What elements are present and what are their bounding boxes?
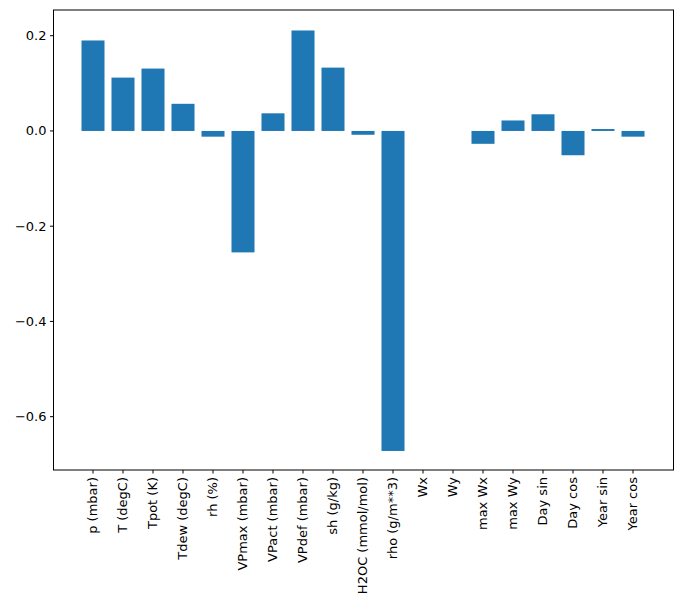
bar — [502, 120, 525, 130]
x-tick-label: Day sin — [535, 477, 550, 525]
bar — [382, 131, 405, 451]
bar — [592, 129, 615, 131]
bar — [322, 68, 345, 131]
x-tick-label: rh (%) — [205, 477, 220, 517]
y-tick-label: 0.2 — [26, 28, 47, 43]
y-tick-label: −0.2 — [15, 219, 47, 234]
x-tick-label: Wx — [415, 477, 430, 498]
x-tick-label: sh (g/kg) — [325, 477, 340, 535]
figure: 0.2 0.0 −0.2 −0.4 −0.6 p (mbar) T (degC) Tpot (… — [0, 0, 683, 616]
x-tick-label: max Wy — [505, 477, 520, 530]
bar — [82, 40, 105, 130]
x-tick-label: max Wx — [475, 477, 490, 530]
bar — [292, 30, 315, 130]
x-tick-label: p (mbar) — [85, 477, 100, 534]
bar — [262, 113, 285, 131]
x-tick-label: rho (g/m**3) — [385, 477, 400, 559]
bar — [112, 78, 135, 131]
bar — [622, 131, 645, 137]
bar — [472, 131, 495, 144]
bar — [562, 131, 585, 155]
x-tick-label: Year cos — [625, 477, 640, 532]
bar — [142, 69, 165, 131]
y-tick-label: −0.4 — [15, 314, 47, 329]
x-tick-label: VPdef (mbar) — [295, 477, 310, 563]
y-tick-label: −0.6 — [15, 409, 47, 424]
x-tick-label: T (degC) — [115, 477, 130, 534]
bar — [532, 114, 555, 131]
x-tick-label: Wy — [445, 477, 460, 498]
x-tick-label: Tpot (K) — [145, 477, 160, 530]
bar — [352, 131, 375, 135]
bar — [202, 131, 225, 137]
y-tick-label: 0.0 — [26, 123, 47, 138]
x-tick-label: VPact (mbar) — [265, 477, 280, 562]
x-tick-label: Tdew (degC) — [175, 477, 190, 561]
x-tick-label: Year sin — [595, 477, 610, 528]
x-tick-label: Day cos — [565, 477, 580, 529]
bar — [232, 131, 255, 252]
x-tick-label: H2OC (mmol/mol) — [355, 477, 370, 594]
bar-chart: 0.2 0.0 −0.2 −0.4 −0.6 p (mbar) T (degC) Tpot (… — [0, 0, 683, 616]
bar — [172, 104, 195, 131]
x-tick-label: VPmax (mbar) — [235, 477, 250, 571]
